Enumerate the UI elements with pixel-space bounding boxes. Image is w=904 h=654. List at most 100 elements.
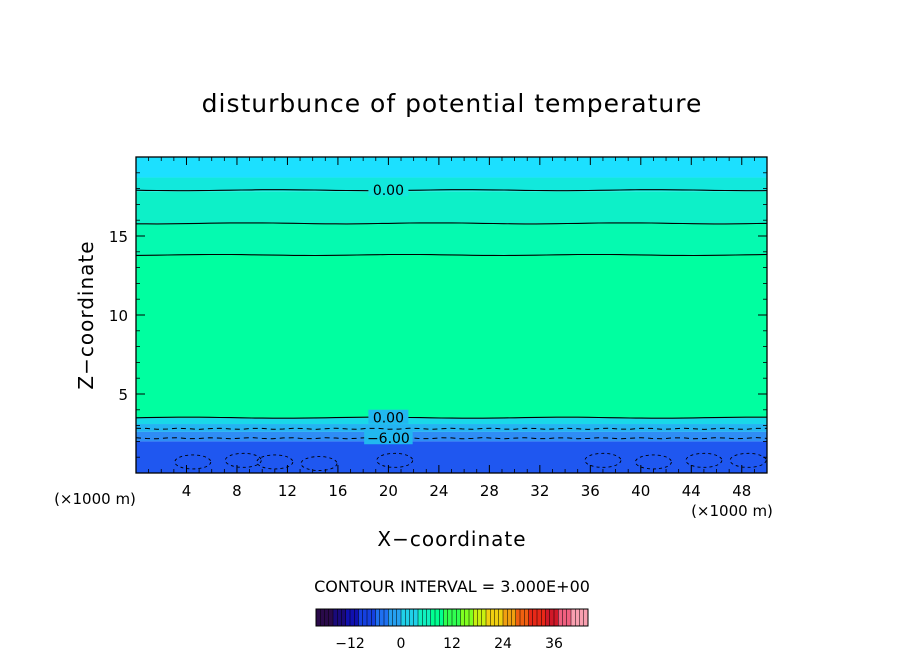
colorbar-swatch-32 [452, 609, 457, 626]
x-tick-label-6: 28 [480, 482, 499, 500]
colorbar-swatch-56 [554, 609, 559, 626]
contour-line-0 [135, 189, 768, 192]
colorbar-swatch-52 [537, 609, 542, 626]
cold-blob-6 [634, 454, 672, 470]
colorbar: −12 0 12 24 36 [315, 608, 589, 652]
cold-blob-4 [376, 452, 414, 468]
colorbar-swatch-10 [358, 609, 364, 626]
colorbar-swatch-55 [549, 609, 555, 626]
colorbar-swatch-3 [328, 609, 334, 626]
colorbar-swatch-53 [541, 609, 546, 626]
colorbar-swatch-1 [320, 609, 325, 626]
colorbar-swatch-20 [401, 609, 406, 626]
x-tick-label-7: 32 [530, 482, 549, 500]
colorbar-swatch-48 [520, 609, 525, 626]
contour-line-4 [135, 427, 768, 430]
colorbar-swatch-14 [375, 609, 381, 626]
colorbar-tick-label-3: 24 [494, 636, 512, 652]
contour-line-5 [135, 437, 768, 440]
colorbar-swatch-31 [447, 609, 453, 626]
colorbar-swatch-51 [532, 609, 538, 626]
colorbar-swatch-29 [439, 609, 444, 626]
colorbar-swatch-41 [490, 609, 495, 626]
cold-blob-7 [685, 452, 723, 468]
contour-fill-bands [136, 157, 767, 473]
colorbar-swatch-7 [345, 609, 351, 626]
colorbar-swatch-61 [575, 609, 580, 626]
colorbar-swatch-43 [498, 609, 504, 626]
contour-label-0: 0.00 [373, 183, 404, 199]
fill-band-7 [136, 177, 767, 192]
colorbar-swatch-11 [362, 609, 368, 626]
colorbar-tick-label-1: 0 [397, 636, 406, 652]
fill-band-8 [136, 157, 767, 178]
y-tick-label-0: 5 [118, 386, 128, 404]
fill-band-5 [136, 223, 767, 255]
x-unit-left: (×1000 m) [54, 490, 136, 508]
colorbar-swatch-36 [469, 609, 474, 626]
fill-band-1 [136, 431, 767, 442]
colorbar-tick-label-0: −12 [335, 636, 365, 652]
colorbar-swatch-12 [367, 609, 372, 626]
cold-blob-5 [584, 452, 622, 468]
colorbar-swatch-24 [418, 609, 423, 626]
x-tick-label-8: 36 [581, 482, 600, 500]
colorbar-swatch-40 [486, 609, 491, 626]
colorbar-swatch-38 [477, 609, 483, 626]
x-tick-label-3: 16 [328, 482, 347, 500]
y-tick-label-2: 15 [109, 228, 128, 246]
x-axis-label: X−coordinate [377, 527, 526, 551]
colorbar-swatch-62 [579, 609, 585, 626]
colorbar-swatch-27 [430, 609, 436, 626]
colorbar-swatch-63 [583, 609, 589, 626]
fill-band-4 [136, 254, 767, 418]
colorbar-swatch-33 [456, 609, 461, 626]
cold-blob-1 [224, 452, 262, 468]
colorbar-swatch-22 [409, 609, 415, 626]
contour-label-3: 0.00 [373, 411, 404, 427]
contour-line-1 [136, 222, 768, 225]
colorbar-swatch-37 [473, 609, 478, 626]
y-axis-label: Z−coordinate [74, 240, 98, 389]
contour-label-bg-3 [368, 409, 409, 424]
colorbar-swatch-6 [341, 609, 347, 626]
x-tick-label-10: 44 [682, 482, 701, 500]
colorbar-swatch-39 [481, 609, 487, 626]
colorbar-swatch-59 [566, 609, 572, 626]
colorbar-swatch-13 [371, 609, 376, 626]
colorbar-swatch-8 [350, 609, 355, 626]
colorbar-swatch-15 [379, 609, 385, 626]
colorbar-swatch-45 [507, 609, 512, 626]
colorbar-swatch-19 [396, 609, 402, 626]
colorbar-swatch-16 [384, 609, 389, 626]
contour-interval-label: CONTOUR INTERVAL = 3.000E+00 [314, 577, 590, 596]
x-tick-label-5: 24 [429, 482, 448, 500]
colorbar-swatch-23 [413, 609, 419, 626]
x-tick-label-0: 4 [182, 482, 192, 500]
contour-label-5: −6.00 [367, 431, 410, 447]
contour-label-bg-5 [364, 430, 413, 445]
contour-label-bg-0 [368, 182, 409, 197]
colorbar-swatch-5 [337, 609, 342, 626]
fill-band-6 [136, 191, 767, 224]
colorbar-swatch-30 [443, 609, 449, 626]
cold-blob-2 [256, 454, 294, 470]
colorbar-swatch-58 [562, 609, 568, 626]
colorbar-swatch-57 [558, 609, 563, 626]
cold-blob-3 [300, 456, 338, 471]
colorbar-swatch-28 [435, 609, 440, 626]
x-tick-label-2: 12 [278, 482, 297, 500]
colorbar-swatch-54 [545, 609, 551, 626]
colorbar-swatch-50 [528, 609, 534, 626]
colorbar-swatch-2 [324, 609, 330, 626]
x-tick-label-1: 8 [232, 482, 242, 500]
x-tick-label-9: 40 [631, 482, 650, 500]
colorbar-swatch-47 [515, 609, 521, 626]
x-tick-label-4: 20 [379, 482, 398, 500]
colorbar-swatch-35 [464, 609, 470, 626]
colorbar-swatch-60 [571, 609, 576, 626]
colorbar-swatch-18 [392, 609, 398, 626]
colorbar-swatch-21 [405, 609, 410, 626]
